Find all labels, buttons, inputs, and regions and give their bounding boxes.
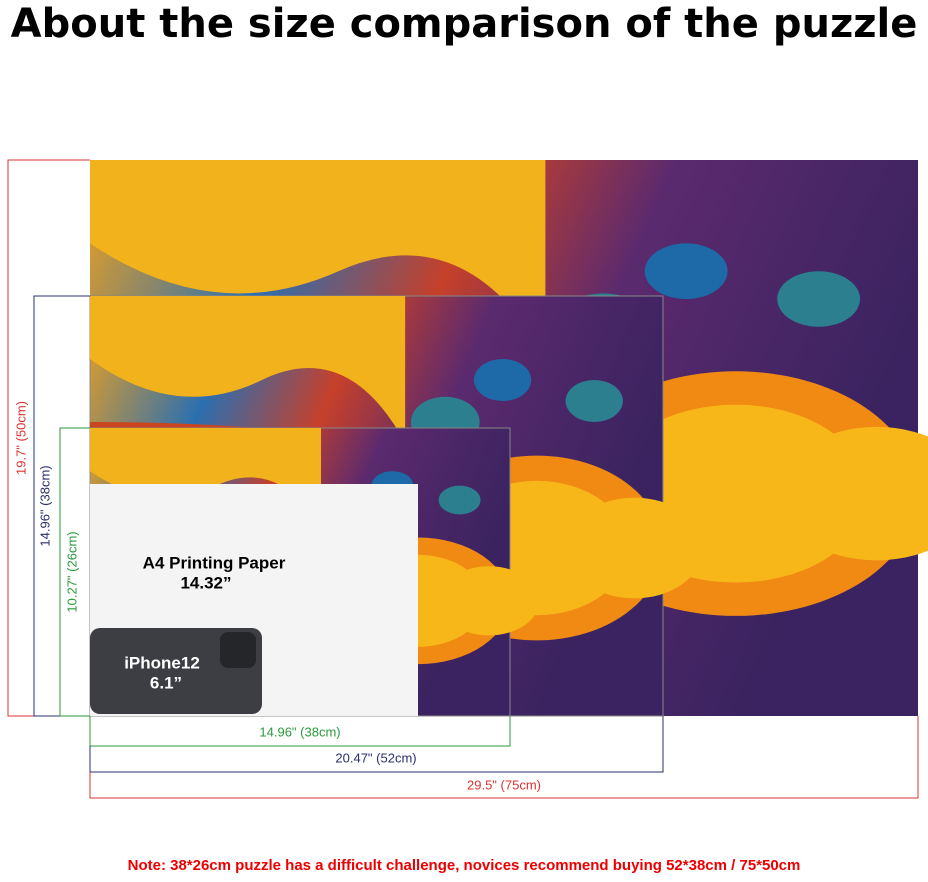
height-label: 10.27" (26cm): [64, 531, 79, 612]
note: Note: 38*26cm puzzle has a difficult cha…: [128, 857, 801, 874]
paper-label: A4 Printing Paper: [143, 553, 286, 572]
width-lines: [89, 716, 919, 799]
phone-label: iPhone12: [124, 653, 200, 672]
height-lines: [7, 159, 90, 717]
width-label: 29.5" (75cm): [467, 777, 541, 792]
phone-size: 6.1”: [150, 673, 182, 692]
title: About the size comparison of the puzzle: [11, 1, 918, 47]
width-label: 20.47" (52cm): [335, 750, 416, 765]
width-label: 14.96" (38cm): [259, 724, 340, 739]
height-label: 14.96" (38cm): [37, 465, 52, 546]
camera: [220, 632, 256, 668]
phone: [90, 628, 262, 714]
height-label: 19.7" (50cm): [13, 401, 28, 475]
paper-size: 14.32”: [180, 573, 231, 592]
